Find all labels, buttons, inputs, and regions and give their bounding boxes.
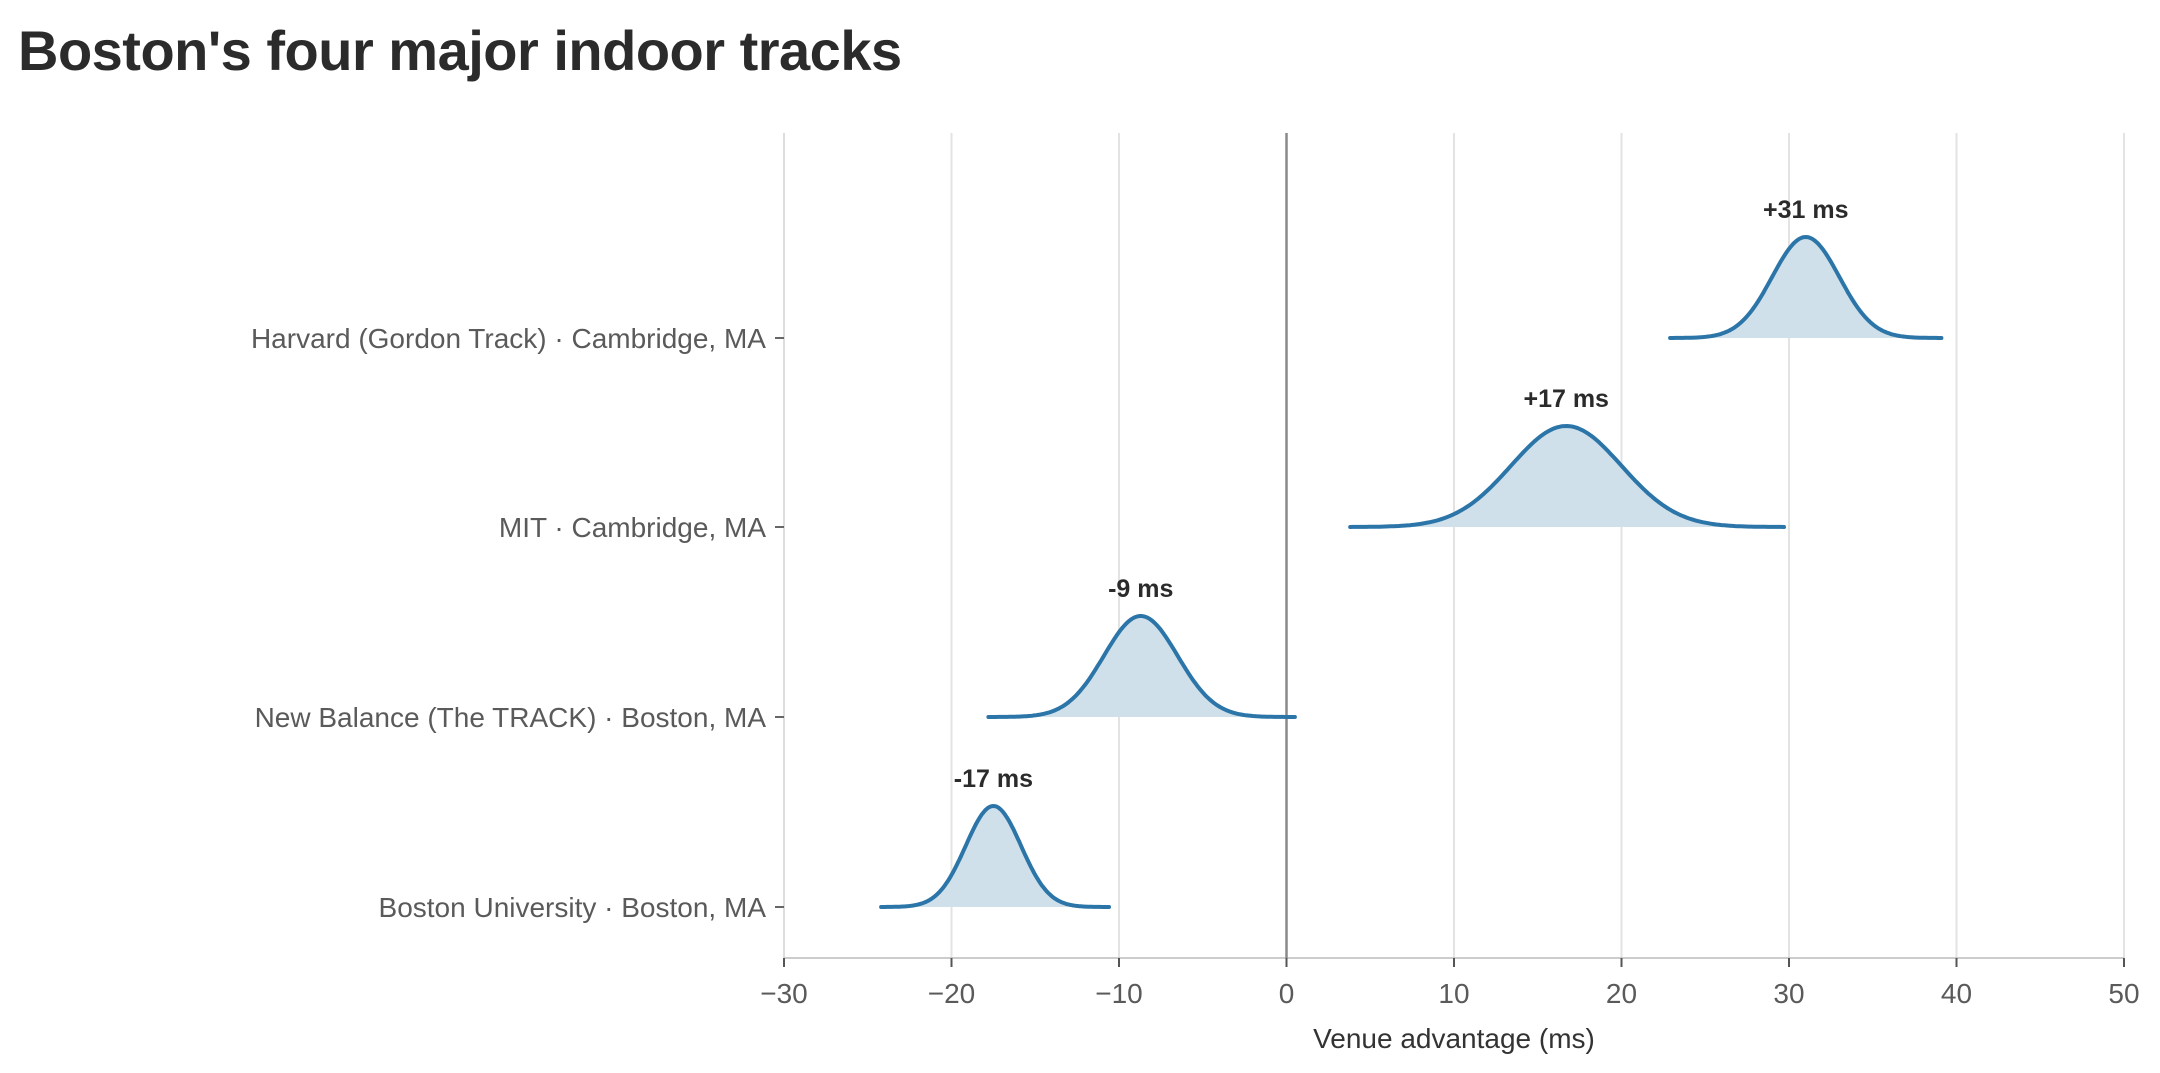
x-tick-label: −10 <box>1095 978 1143 1009</box>
density-curve <box>1668 235 1944 340</box>
density-area <box>1350 426 1784 527</box>
category-label: Harvard (Gordon Track) · Cambridge, MA <box>251 323 766 354</box>
data-label: -17 ms <box>954 765 1033 793</box>
x-tick-label: −30 <box>760 978 808 1009</box>
x-tick-label: −20 <box>928 978 976 1009</box>
chart-title: Boston's four major indoor tracks <box>18 19 902 82</box>
category-label: New Balance (The TRACK) · Boston, MA <box>255 702 767 733</box>
density-area <box>1670 237 1942 338</box>
x-tick-label: 50 <box>2108 978 2139 1009</box>
x-tick-label: 0 <box>1279 978 1295 1009</box>
density-curve <box>986 614 1297 719</box>
x-tick-label: 10 <box>1438 978 1469 1009</box>
data-label: -9 ms <box>1108 575 1173 603</box>
x-tick-label: 40 <box>1941 978 1972 1009</box>
data-label: +17 ms <box>1523 385 1609 413</box>
category-label: MIT · Cambridge, MA <box>499 512 766 543</box>
density-curve <box>879 804 1111 909</box>
density-area <box>988 616 1295 717</box>
density-area <box>881 806 1109 907</box>
category-label: Boston University · Boston, MA <box>379 892 767 923</box>
x-tick-label: 20 <box>1606 978 1637 1009</box>
x-axis-title: Venue advantage (ms) <box>1313 1023 1595 1054</box>
density-curve <box>1348 424 1786 529</box>
x-tick-label: 30 <box>1773 978 1804 1009</box>
data-label: +31 ms <box>1763 196 1849 224</box>
